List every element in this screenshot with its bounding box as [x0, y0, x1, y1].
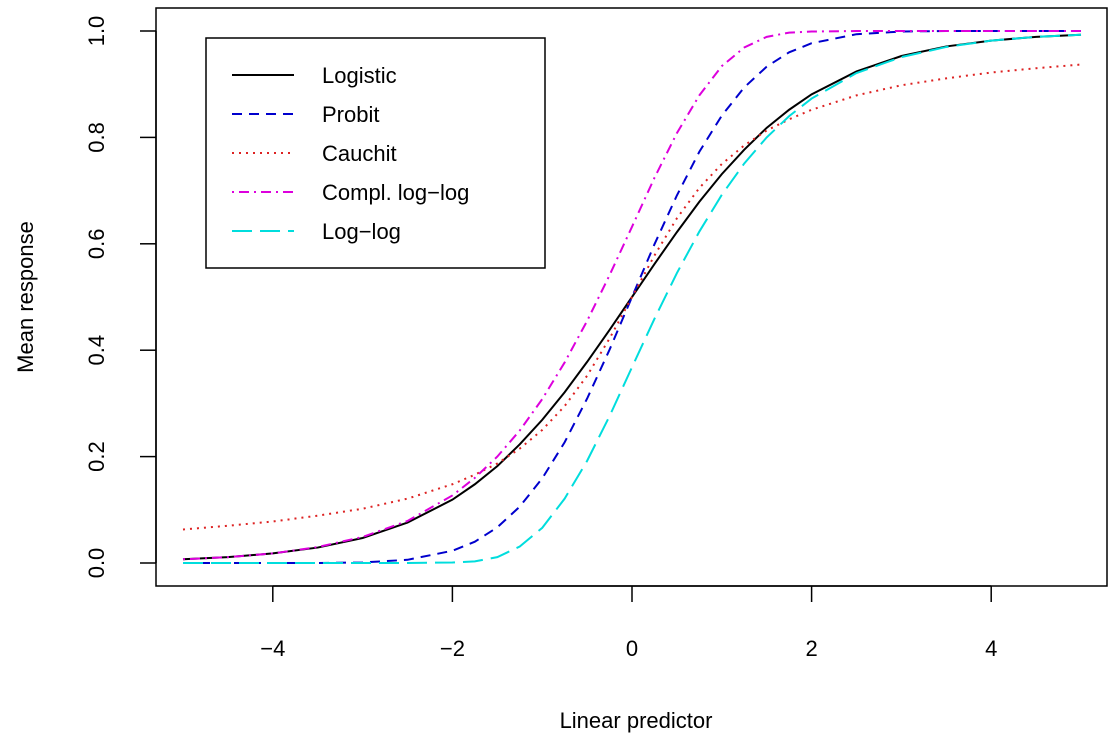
series-line-probit [183, 30, 1081, 564]
x-tick-label: 0 [626, 636, 638, 661]
y-axis-label: Mean response [13, 221, 38, 373]
y-axis: 0.0 0.2 0.4 0.6 0.8 1.0 [84, 16, 157, 579]
x-tick-label: 4 [985, 636, 997, 661]
series-line-cauchit [182, 63, 1082, 531]
y-tick-label: 0.4 [84, 335, 109, 366]
y-tick-label: 0.0 [84, 548, 109, 579]
x-axis: −4 −2 0 2 4 [260, 585, 997, 661]
legend-label-cauchit: Cauchit [322, 141, 397, 166]
legend-label-probit: Probit [322, 102, 379, 127]
legend: Logistic Probit Cauchit Compl. log−log Log−l… [205, 37, 546, 269]
x-axis-label: Linear predictor [560, 708, 713, 733]
legend-label-compl-log-log: Compl. log−log [322, 180, 469, 205]
y-tick-label: 1.0 [84, 16, 109, 47]
y-tick-label: 0.6 [84, 229, 109, 260]
series-layer [182, 30, 1082, 564]
series-line-log-log [183, 33, 1082, 564]
series-line-compl-log-log [182, 30, 1081, 561]
legend-box [205, 37, 546, 269]
x-tick-label: −2 [440, 636, 465, 661]
x-tick-label: 2 [805, 636, 817, 661]
legend-label-logistic: Logistic [322, 63, 397, 88]
y-tick-label: 0.2 [84, 441, 109, 472]
y-tick-label: 0.8 [84, 122, 109, 153]
x-tick-label: −4 [260, 636, 285, 661]
legend-label-log-log: Log−log [322, 219, 401, 244]
